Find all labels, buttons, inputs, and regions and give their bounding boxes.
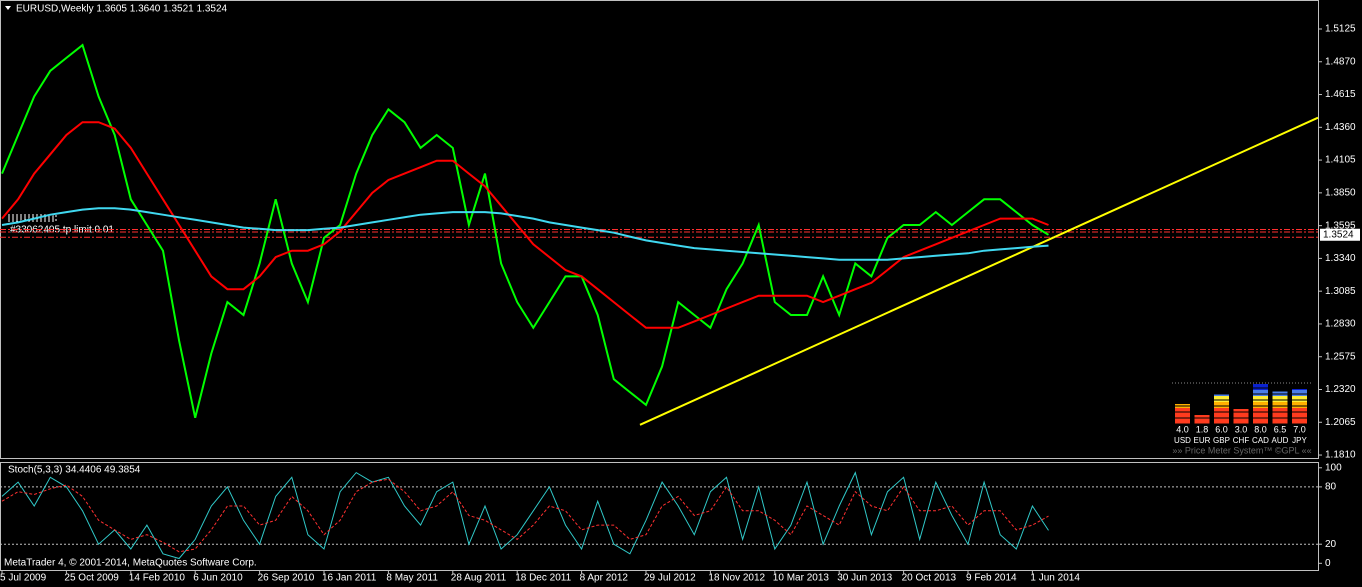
meter-bar	[1214, 394, 1229, 424]
y-tick-label: 1.3085	[1325, 286, 1356, 297]
x-tick-label: 28 Aug 2011	[451, 573, 507, 584]
stoch-line	[1, 478, 1049, 553]
y-tick-label: 20	[1325, 539, 1337, 550]
y-tick-label: 1.5125	[1325, 24, 1356, 35]
x-tick-label: 14 Feb 2010	[129, 573, 186, 584]
x-tick-label: 10 Mar 2013	[773, 573, 830, 584]
menu-arrow	[5, 6, 11, 10]
meter-currency: USD	[1174, 436, 1191, 445]
y-tick-label: 100	[1325, 462, 1342, 473]
y-tick-label: 80	[1325, 482, 1337, 493]
y-tick-label: 1.3595	[1325, 220, 1356, 231]
y-tick-label: 1.2065	[1325, 417, 1356, 428]
meter-value-label: 7.0	[1293, 424, 1306, 434]
x-tick-label: 26 Sep 2010	[258, 573, 315, 584]
x-tick-label: 16 Jan 2011	[322, 573, 377, 584]
y-tick-label: 1.3850	[1325, 187, 1356, 198]
meter-currency: CAD	[1252, 436, 1269, 445]
meter-bar	[1272, 391, 1288, 424]
y-tick-label: 1.4105	[1325, 155, 1356, 166]
x-tick-label: 20 Oct 2013	[902, 573, 957, 584]
meter-bar	[1233, 409, 1249, 424]
x-tick-label: 30 Jun 2013	[837, 573, 892, 584]
meter-currency: AUD	[1272, 436, 1289, 445]
x-tick-label: 9 Feb 2014	[966, 573, 1017, 584]
stoch-title: Stoch(5,3,3) 34.4406 49.3854	[8, 465, 141, 476]
price-box	[1320, 228, 1360, 241]
meter-value-label: 3.0	[1235, 424, 1248, 434]
y-tick-label: 1.4615	[1325, 89, 1356, 100]
x-tick-label: 8 May 2011	[386, 573, 438, 584]
y-tick-label: 1.4870	[1325, 56, 1356, 67]
meter-currency: EUR	[1194, 436, 1211, 445]
moving-average	[1, 207, 1049, 261]
meter-value-label: 6.0	[1215, 424, 1228, 434]
meter-value-label: 4.0	[1176, 424, 1189, 434]
meter-currency: GBP	[1213, 436, 1230, 445]
x-tick-label: 25 Oct 2009	[64, 573, 119, 584]
y-tick-label: 1.2575	[1325, 351, 1356, 362]
meter-footer: »» Price Meter System™ ©GPL ««	[1172, 445, 1311, 455]
y-tick-label: 1.2320	[1325, 384, 1356, 395]
meter-value-label: 1.8	[1196, 424, 1209, 434]
y-tick-label: 1.4360	[1325, 122, 1356, 133]
x-tick-label: 6 Jun 2010	[193, 573, 243, 584]
chart-title: EURUSD,Weekly 1.3605 1.3640 1.3521 1.352…	[16, 4, 228, 15]
y-tick-label: 0	[1325, 558, 1331, 569]
meter-value-label: 6.5	[1274, 424, 1287, 434]
y-tick-label: 1.1810	[1325, 450, 1356, 461]
meter-currency: JPY	[1292, 436, 1307, 445]
order-annotation: #33062405 tp limit 0.01	[10, 225, 114, 236]
y-tick-label: 1.3340	[1325, 253, 1356, 264]
meter-bar	[1175, 404, 1190, 424]
moving-average	[1, 121, 1049, 329]
x-tick-label: 18 Nov 2012	[708, 573, 765, 584]
meter-bar	[1194, 415, 1210, 424]
x-tick-label: 18 Dec 2011	[515, 573, 571, 584]
price-line	[1, 43, 1050, 419]
footer: MetaTrader 4, © 2001-2014, MetaQuotes So…	[4, 558, 257, 569]
stoch-panel-frame	[0, 462, 1319, 571]
x-tick-label: 1 Jun 2014	[1030, 573, 1080, 584]
meter-value-label: 8.0	[1254, 424, 1267, 434]
x-tick-label: 29 Jul 2012	[644, 573, 696, 584]
stoch-line	[1, 471, 1049, 560]
x-tick-label: 8 Apr 2012	[580, 573, 629, 584]
price-box-label: 1.3524	[1323, 229, 1354, 240]
trend-line	[639, 116, 1319, 426]
meter-currency: CHF	[1233, 436, 1250, 445]
y-tick-label: 1.2830	[1325, 319, 1356, 330]
x-tick-label: 5 Jul 2009	[0, 573, 47, 584]
